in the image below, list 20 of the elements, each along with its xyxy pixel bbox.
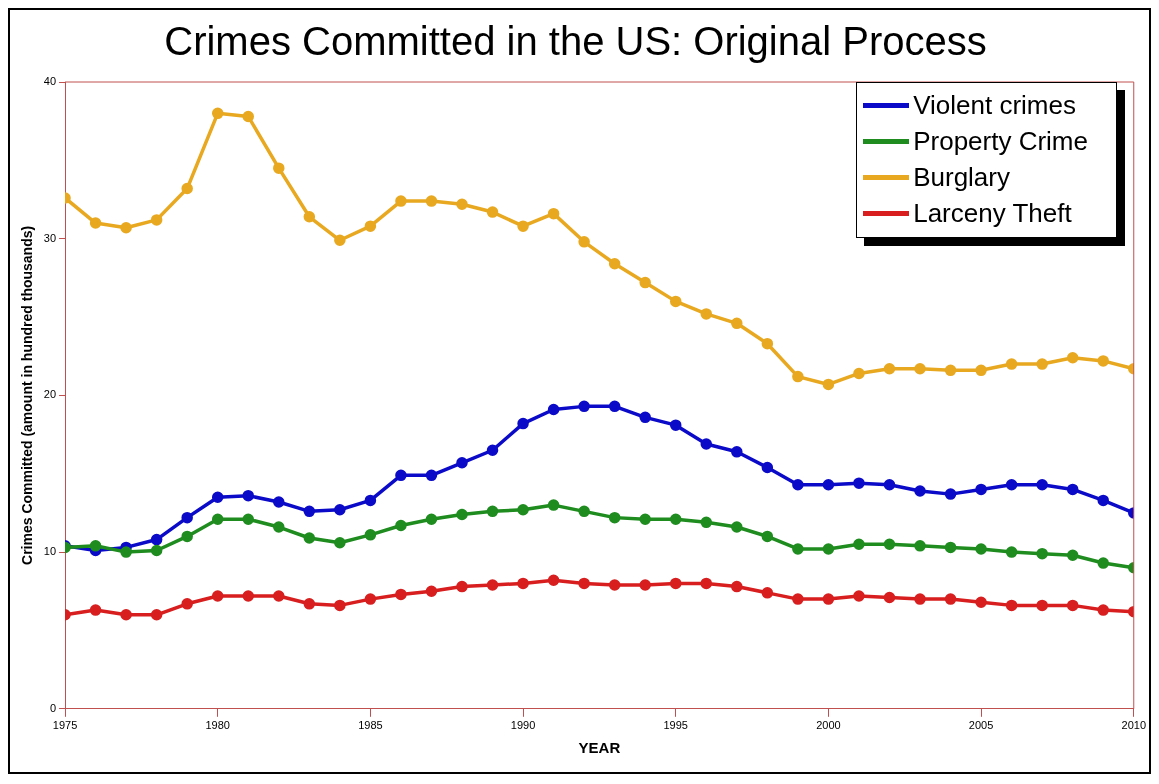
x-tick-label: 2010 <box>1121 719 1147 732</box>
y-tick-label: 10 <box>43 545 57 558</box>
x-tick-label: 2005 <box>968 719 994 732</box>
legend-label: Larceny Theft <box>913 197 1072 230</box>
y-axis-title: Crimes Committed (amount in hundred thousands) <box>19 225 36 565</box>
x-tick-label: 1975 <box>52 719 78 732</box>
legend-label: Violent crimes <box>913 89 1076 122</box>
x-axis-title: YEAR <box>578 739 621 757</box>
y-tick-label: 30 <box>43 231 57 244</box>
chart-title: Crimes Committed in the US: Original Process <box>164 19 987 64</box>
x-tick-label: 1985 <box>358 719 383 732</box>
legend-label: Property Crime <box>913 125 1088 158</box>
legend-label: Burglary <box>913 161 1010 194</box>
x-tick-label: 1995 <box>663 719 688 732</box>
x-tick-label: 1980 <box>205 719 230 732</box>
y-tick-label: 40 <box>43 75 57 88</box>
y-tick-label: 20 <box>43 388 57 401</box>
y-tick-label: 0 <box>49 701 57 714</box>
x-tick-label: 1990 <box>510 719 536 732</box>
x-tick-label: 2000 <box>816 719 841 732</box>
